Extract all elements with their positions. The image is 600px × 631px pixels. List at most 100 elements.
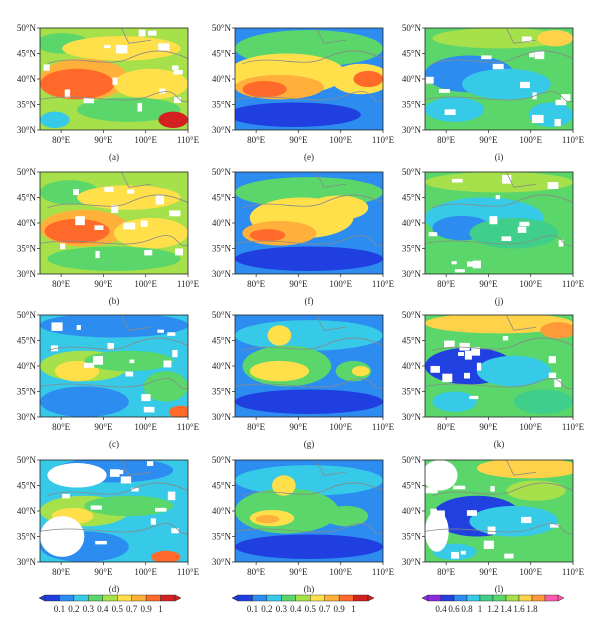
map-panel-i: 30°N 35°N 40°N 45°N 50°N 80°E 90°E 100°E 110°E (i… [402,23,585,162]
country-boundary [40,172,188,247]
contour-region [432,28,566,49]
lat-tick-label: 45°N [402,193,422,203]
color-field [235,460,383,562]
colorbar-label: 0.7 [126,604,138,614]
missing-data [504,553,514,559]
country-boundary [40,315,188,390]
missing-data [463,372,471,379]
lon-tick-label: 110°E [177,135,200,145]
lat-tick-label: 40°N [17,506,37,516]
lat-tick-label: 45°N [212,481,232,491]
contour-region [235,246,383,271]
lat-tick-label: 35°N [212,100,232,110]
missing-data [138,29,146,37]
lat-tick-label: 50°N [17,455,37,465]
colorbar-swatch [117,594,132,602]
panel-label: (c) [109,439,119,449]
lat-tick-label: 50°N [402,23,422,33]
map-panel-a: 30°N 35°N 40°N 45°N 50°N 80°E 90°E 100°E 110°E (a… [17,23,200,162]
lon-tick-label: 100°E [329,422,352,432]
color-field [40,172,188,274]
contour-region [476,460,573,479]
missing-data [554,118,561,127]
contour-region [40,111,70,128]
lat-tick-label: 30°N [212,125,232,135]
colorbar-swatch [131,594,147,602]
colorbar-label: 0.9 [140,604,152,614]
lat-tick-label: 45°N [402,481,422,491]
missing-data [519,221,530,227]
lon-tick-label: 80°E [437,279,456,289]
lon-tick-label: 100°E [329,135,352,145]
missing-data [146,461,154,466]
lat-tick-label: 50°N [212,23,232,33]
lat-tick-label: 30°N [17,412,37,422]
missing-data [464,350,472,360]
lat-tick-label: 35°N [212,532,232,542]
lat-tick-label: 40°N [402,218,422,228]
lon-tick-label: 90°E [94,279,113,289]
missing-data [59,243,66,250]
country-boundary [235,315,383,390]
missing-data [167,491,176,501]
lon-tick-label: 90°E [479,422,498,432]
missing-data [502,174,512,184]
colorbar-swatch [492,594,507,602]
missing-data [171,65,179,70]
lat-tick-label: 35°N [17,532,37,542]
colorbar-label: 0.3 [276,604,288,614]
missing-data [118,469,124,475]
colorbar-label: 0.4 [435,604,447,614]
missing-data [555,99,567,106]
colorbar-swatch [427,594,442,602]
lon-tick-label: 80°E [52,422,71,432]
lon-tick-label: 110°E [562,567,585,577]
lat-tick-label: 45°N [212,193,232,203]
panel-label: (l) [495,584,504,594]
colorbar-arrow-right [557,594,565,602]
missing-data [521,36,532,42]
colorbar-2: 0.1 0.2 0.3 0.4 0.5 0.7 0.9 1 [231,594,375,614]
contour-region [235,465,383,496]
colorbar-label: 0.2 [68,604,79,614]
colorbar-1: 0.1 0.2 0.3 0.4 0.5 0.7 0.9 1 [38,594,182,614]
missing-data [43,64,50,71]
colorbar-3: 0.4 0.6 0.8 1 1.2 1.4 1.6 1.8 [421,594,565,614]
lon-tick-label: 90°E [479,567,498,577]
contour-region [40,68,114,100]
contour-region [462,68,551,100]
missing-data [490,486,495,492]
colorbar-label: 0.4 [97,604,109,614]
colorbar-label: 0.3 [83,604,95,614]
map-panel-g: 30°N 35°N 40°N 45°N 50°N 80°E 90°E 100°E 110°E (g… [212,310,395,449]
contour-region [151,550,181,562]
missing-data [425,460,458,491]
missing-data [125,371,134,377]
lon-tick-label: 100°E [519,422,542,432]
colorbar-swatch [237,594,253,602]
lon-tick-label: 90°E [479,279,498,289]
missing-data [94,225,104,231]
lat-tick-label: 30°N [402,557,422,567]
lat-tick-label: 45°N [17,49,37,59]
contour-region [506,480,566,501]
contour-region [432,391,477,412]
lon-tick-label: 100°E [329,279,352,289]
colorbar-swatch [338,594,354,602]
missing-data [426,76,434,84]
missing-data [459,342,470,351]
lon-tick-label: 100°E [134,279,157,289]
missing-data [93,356,104,365]
contour-region [528,102,573,127]
missing-data [435,510,445,518]
colorbar-swatch [324,594,340,602]
lat-tick-label: 35°N [402,387,422,397]
missing-data [458,352,465,356]
lon-tick-label: 110°E [177,422,200,432]
contour-region [235,534,383,559]
lat-tick-label: 30°N [402,125,422,135]
missing-data [483,540,494,550]
colorbar-swatch [353,594,369,602]
missing-data [140,220,148,227]
colorbar-label: 0.4 [290,604,302,614]
